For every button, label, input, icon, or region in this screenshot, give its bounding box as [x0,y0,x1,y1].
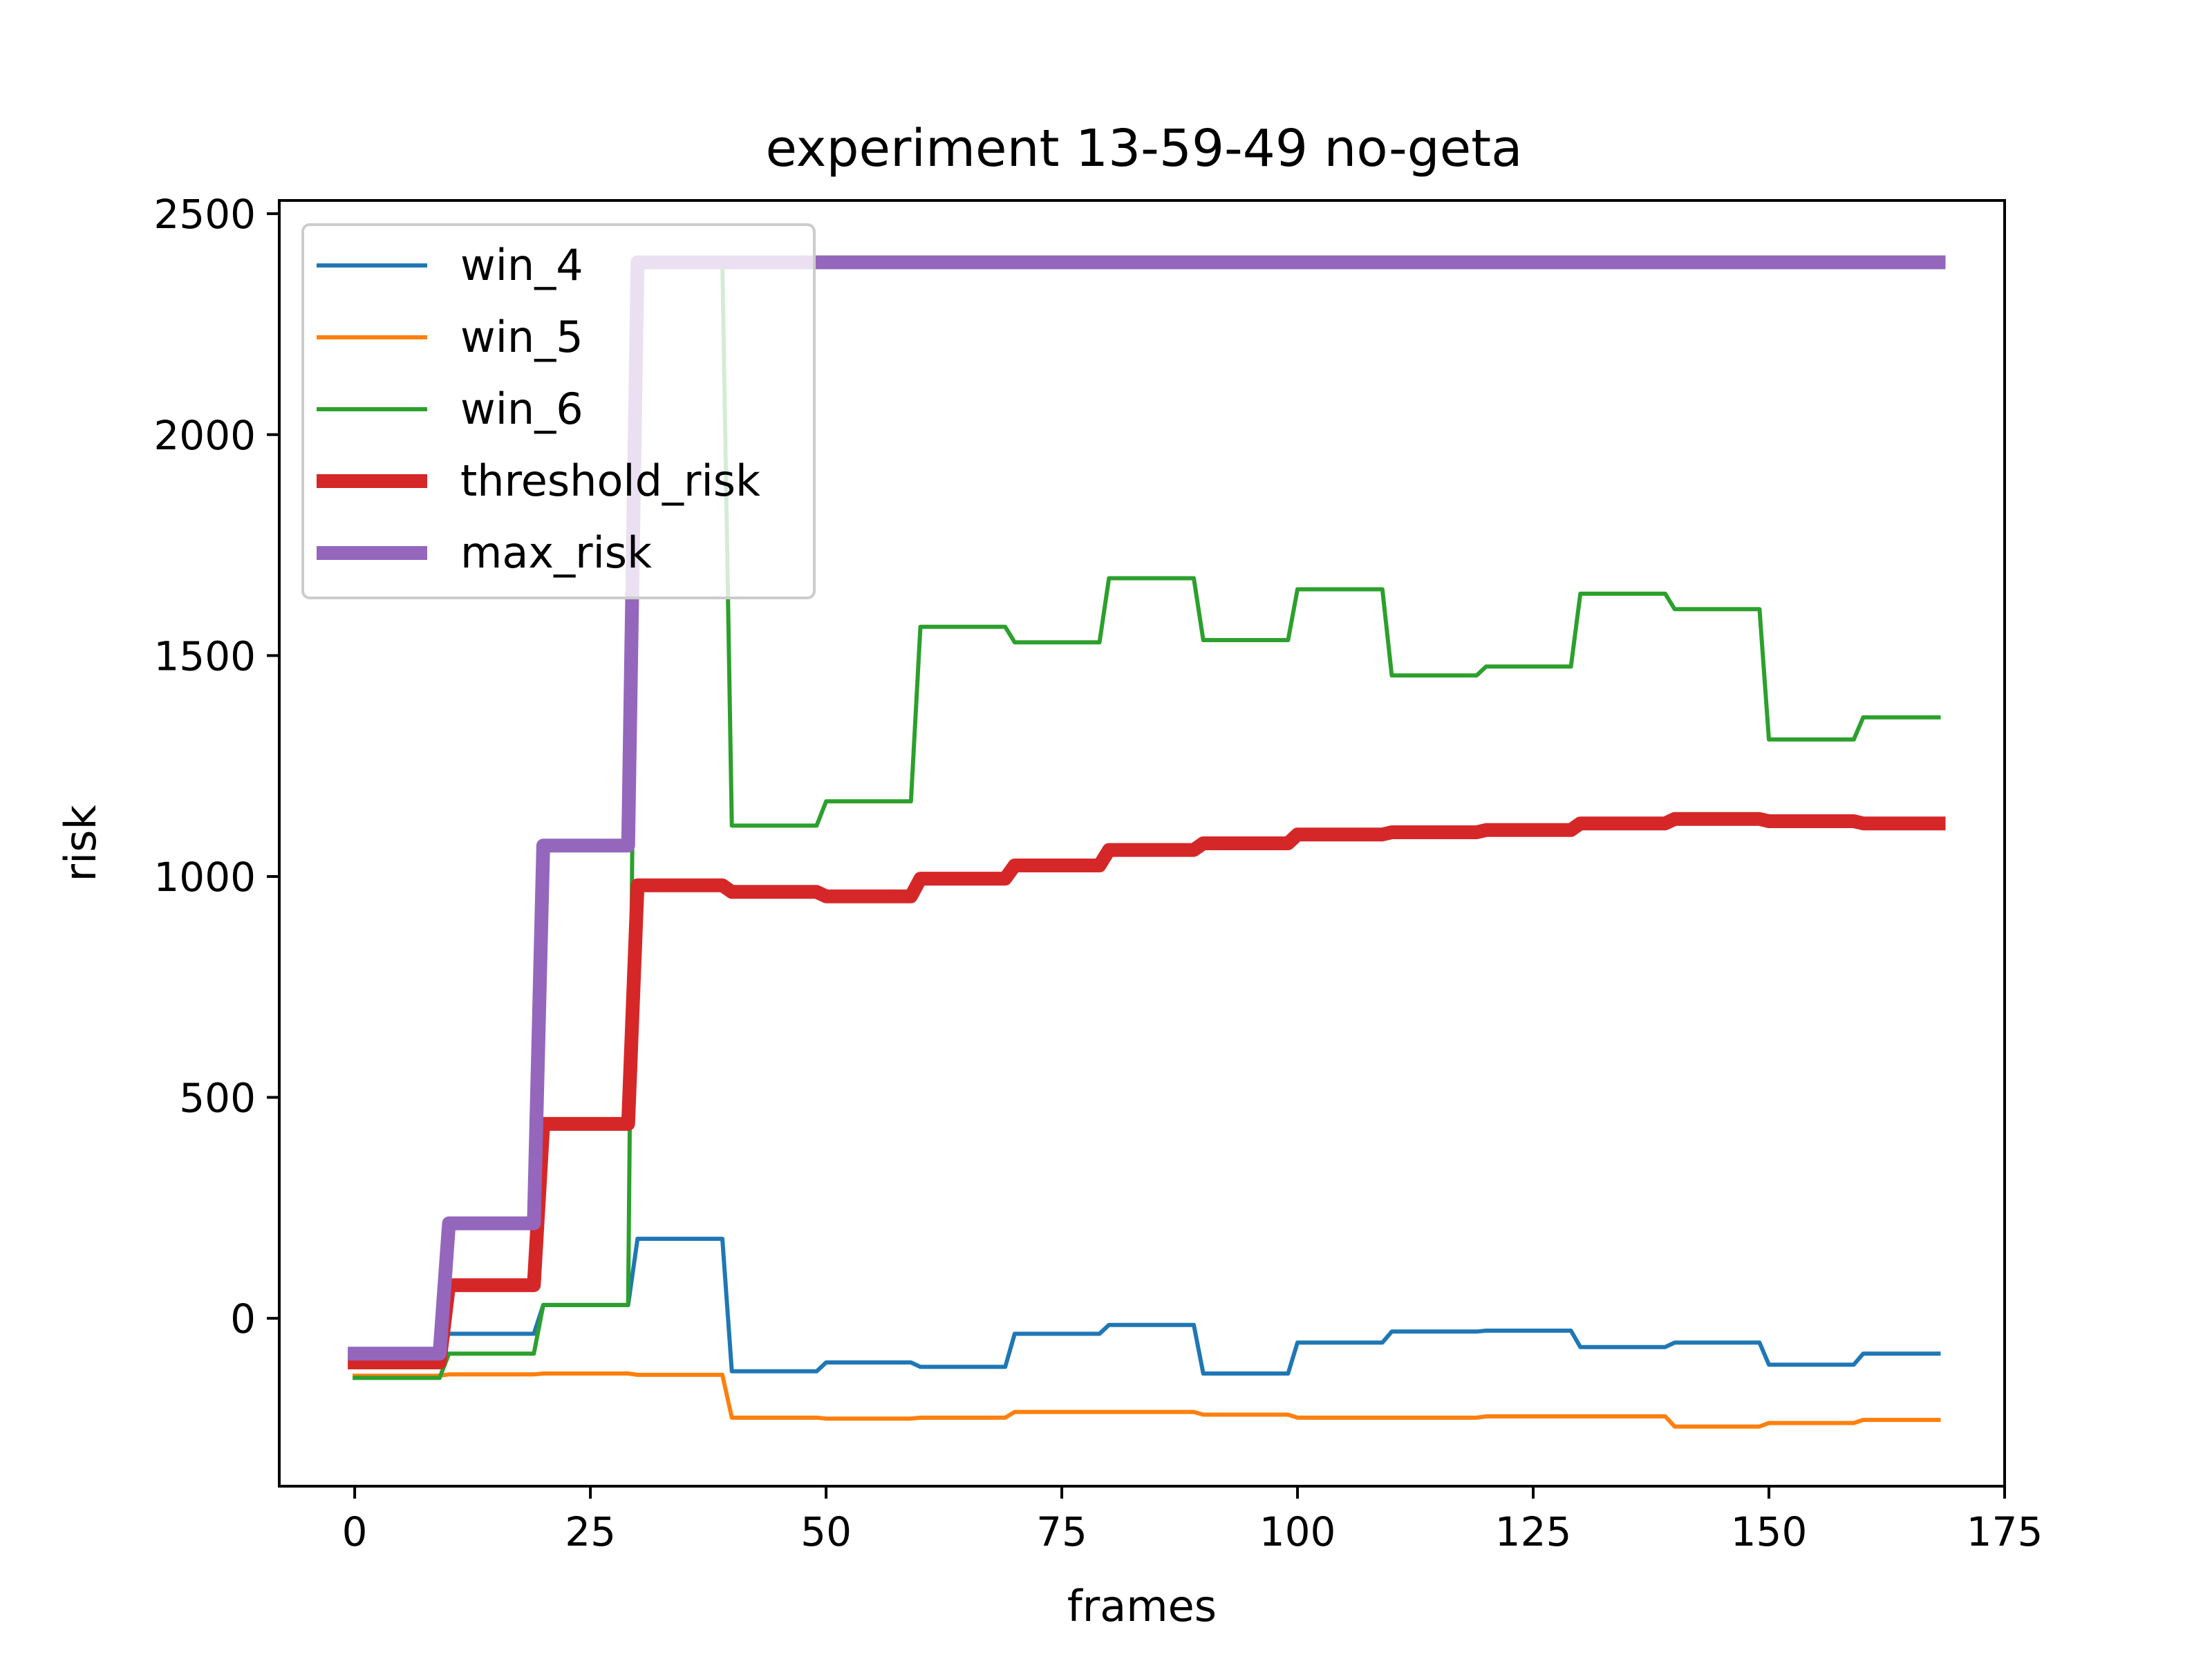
y-tick-label: 2500 [153,191,256,238]
legend-box [301,223,816,599]
y-tick-label: 0 [230,1295,256,1342]
x-axis: 0 25 50 75 100 125 150 175 [342,1486,2043,1555]
y-tick-label: 500 [179,1075,256,1122]
chart-title: experiment 13-59-49 no-geta [765,119,1522,178]
x-tick-label: 75 [1036,1508,1087,1555]
legend-label-win-5: win_5 [460,312,583,362]
x-tick-label: 125 [1495,1508,1572,1555]
series-line-threshold-risk [348,812,1946,1369]
legend-label-threshold-risk: threshold_risk [460,456,760,506]
x-tick-label: 25 [565,1508,616,1555]
legend: win_4 win_5 win_6 threshold_risk max_risk [301,223,816,599]
legend-label-max-risk: max_risk [460,527,652,578]
legend-label-win-6: win_6 [460,384,583,434]
x-tick-label: 175 [1967,1508,2043,1555]
y-tick-label: 2000 [153,412,256,459]
x-tick-label: 0 [342,1508,368,1555]
axes-frame [278,199,2006,1488]
x-tick-label: 100 [1259,1508,1336,1555]
series-line-win-5 [353,1371,1941,1429]
y-axis-label: risk [55,805,106,881]
x-tick-label: 50 [800,1508,852,1555]
y-axis: 0 500 1000 1500 2000 2500 [153,191,279,1342]
x-axis-label: frames [1067,1581,1217,1631]
series-line-win-4 [353,1237,1941,1376]
x-tick-label: 150 [1731,1508,1808,1555]
y-tick-label: 1500 [153,632,256,679]
legend-label-win-4: win_4 [460,240,583,290]
y-tick-label: 1000 [153,854,256,901]
